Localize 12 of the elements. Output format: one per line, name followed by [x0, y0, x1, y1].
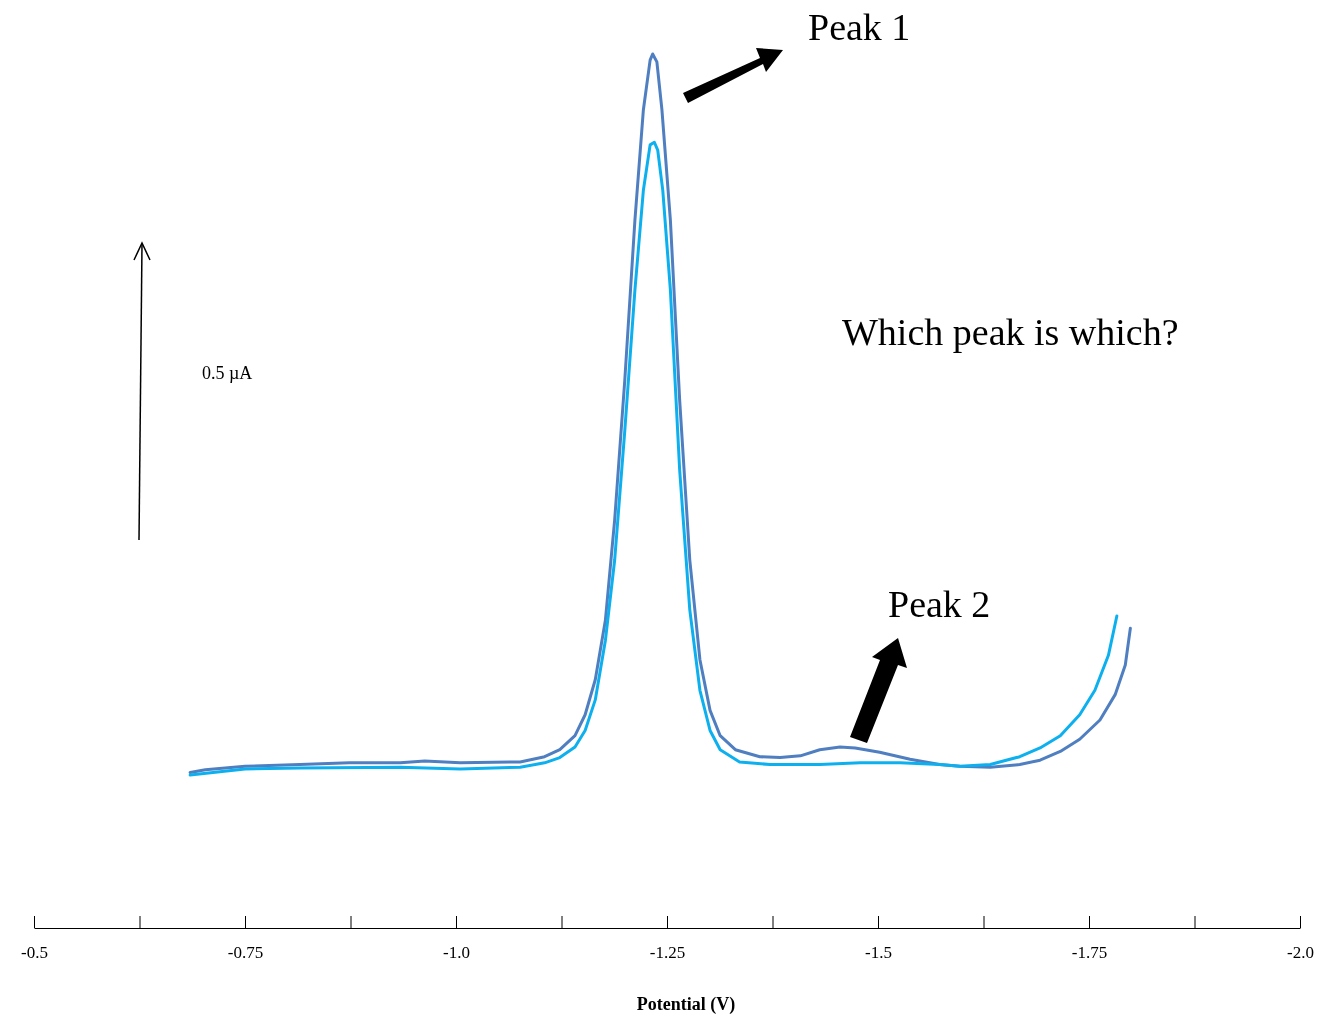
- x-axis-title: Potential (V): [636, 994, 736, 1015]
- annotation: 0.5 µA: [202, 363, 253, 383]
- annotation: Peak 2: [888, 583, 991, 625]
- x-tick-label: -2.0: [1287, 943, 1314, 963]
- x-tick-label: -1.0: [443, 943, 470, 963]
- x-tick-label: -1.25: [649, 943, 686, 963]
- text: Peak 1: [808, 6, 911, 48]
- x-tick-label: -1.5: [865, 943, 892, 963]
- x-tick-label: -0.5: [21, 943, 48, 963]
- annotation: Which peak is which?: [842, 311, 1179, 353]
- x-tick-label: -0.75: [227, 943, 264, 963]
- x-tick-label: -1.75: [1071, 943, 1108, 963]
